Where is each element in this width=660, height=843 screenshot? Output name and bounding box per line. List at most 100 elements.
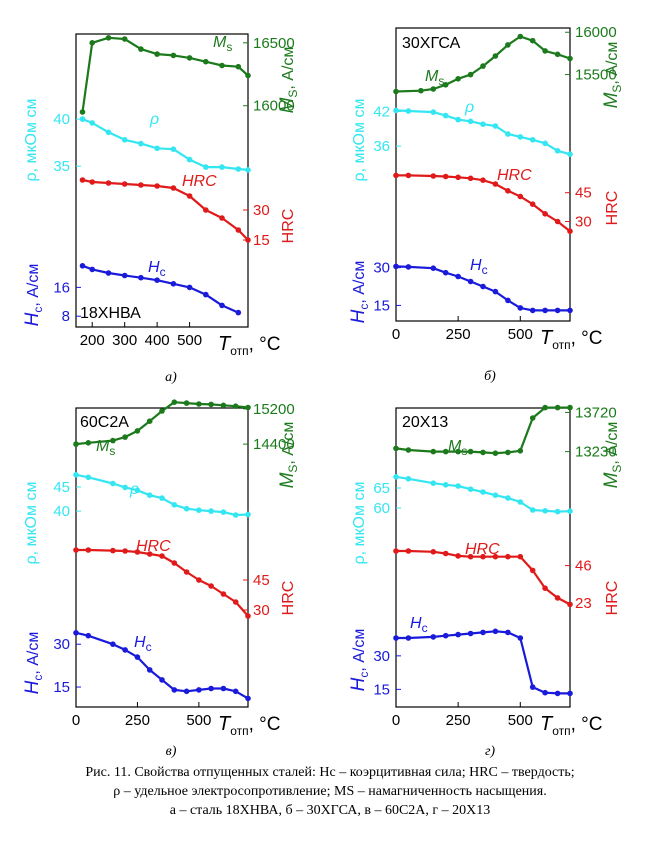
panel-3-xlabel: Tотп, °C [540, 713, 603, 738]
panel-0-hrc-point [105, 180, 112, 186]
panel-0-rho-point [89, 120, 95, 126]
panel-2-rho-point [171, 502, 178, 508]
panel-1-hrc-series-name: HRC [497, 167, 532, 184]
panel-3-ms-point [517, 448, 524, 454]
panel-2-hrc-point [220, 591, 227, 597]
panel-3-rho-point [480, 489, 486, 495]
panel-3-rho-axis-title: ρ, мкОм см [351, 482, 368, 565]
panel-3-hc-point [430, 634, 437, 640]
panel-1-hrc-point [405, 172, 412, 179]
panel-3-rho-point [442, 482, 449, 488]
panel-1-hrc-point [492, 181, 499, 187]
panel-1-xtick-label: 250 [446, 326, 471, 343]
panel-3-rho-point [430, 480, 437, 487]
panel-0-hc-point [89, 266, 95, 273]
panel-2-hc-series-name: Hc [134, 634, 152, 654]
panel-3-ms-point [492, 450, 499, 457]
panel-3-hrc-point [480, 553, 486, 560]
figure-caption-line-3: а – сталь 18ХНВА, б – 30ХГСА, в – 60С2А,… [169, 803, 491, 818]
panel-0-rho-point [186, 156, 193, 163]
panel-1-hc-point [517, 305, 524, 311]
panel-0-rho-axis-title: ρ, мкОм см [23, 99, 40, 182]
panel-0-ms-point [219, 62, 225, 69]
panel-1-hc-point [430, 265, 437, 272]
panel-2-hrc-series-name: HRC [136, 538, 171, 555]
panel-0-rho-point [235, 166, 242, 172]
panel-2-rho-ytick-label: 40 [53, 503, 70, 520]
panel-0-ms-point [138, 46, 144, 52]
panel-2-hc-point [146, 667, 153, 673]
panel-2-rho-axis-title: ρ, мкОм см [23, 482, 40, 565]
panel-0-subplot-label: а) [165, 370, 177, 385]
panel-0-ms-point [89, 40, 95, 46]
panel-0-hrc-series-line [82, 178, 249, 241]
panel-0-ms-point [79, 109, 86, 115]
panel-0-hrc-point [235, 227, 242, 233]
panel-0-ms-point [203, 58, 209, 65]
panel-0-ms-axis-label: MS, А/см [277, 47, 300, 114]
panel-0-hrc-series-name: HRC [182, 173, 217, 190]
panel-1-ms-point [542, 48, 548, 54]
panel-3-ms-point [430, 448, 437, 455]
panel-2-rho-point [196, 507, 202, 513]
panel-1-ms-point [455, 76, 461, 82]
panel-1-rho-point [505, 131, 511, 137]
panel-0-steel-label: 18ХНВА [80, 305, 141, 322]
panel-0-hc-point [79, 263, 86, 269]
panel-0-rho-point [154, 145, 160, 152]
panel-0-hc-axis-title: Hc, А/см [22, 264, 45, 327]
panel-2-hrc-point [171, 560, 178, 566]
panel-1-ms-point [467, 71, 474, 78]
panel-2-ms-series-name: Ms [96, 438, 115, 458]
panel-1-rho-axis-title: ρ, мкОм см [351, 99, 368, 182]
panel-3-xtick-label: 500 [508, 712, 533, 729]
panel-1-hrc-point [393, 172, 399, 179]
panel-1-rho-point [480, 121, 486, 127]
panel-1-rho-point [567, 151, 573, 157]
panel-0-hrc-point [79, 177, 86, 183]
panel-2-rho-point [220, 509, 227, 515]
panel-0-hc-ytick-label: 16 [53, 279, 70, 296]
panel-1-rho-point [430, 109, 437, 115]
panel-2-hc-axis-title: Hc, А/см [22, 632, 45, 695]
panel-2-xtick-label: 0 [72, 712, 80, 729]
panel-1-xtick-label: 0 [392, 326, 400, 343]
panel-1-hc-point [505, 297, 511, 304]
panel-0-hrc-point [203, 207, 209, 213]
panel-2-hrc-point [245, 613, 251, 619]
panel-2-hc-point [110, 641, 116, 647]
panel-1-xtick-label: 500 [508, 326, 533, 343]
panel-3-ms-point [442, 448, 449, 455]
panel-0-hc-point [170, 281, 177, 287]
panel-2-ms-axis-label: MS, А/см [277, 422, 300, 489]
panel-0-frame [75, 33, 249, 328]
panel-3-rho-axis-label: ρ, мкОм см [351, 482, 368, 565]
panel-2-ms-point [134, 428, 141, 434]
panel-3-hrc-point [467, 553, 474, 560]
panel-2-rho-point [159, 495, 165, 501]
panel-0-hc-axis-label: Hc, А/см [22, 264, 45, 327]
panel-3-ms-ytick-label: 13720 [575, 404, 617, 421]
panel-3-rho-ytick-label: 65 [373, 480, 390, 497]
panel-0-rho-ytick-label: 40 [53, 111, 70, 128]
panel-3-rho-point [529, 507, 536, 513]
panel-1-hrc-ytick-label: 30 [575, 214, 592, 231]
panel-1-rho-axis-label: ρ, мкОм см [351, 99, 368, 182]
panel-1-rho-series-name: ρ [464, 99, 474, 116]
panel-1-hrc-point [430, 173, 437, 179]
panel-0-hrc-point [186, 193, 193, 199]
panel-1-hrc-axis-label: HRC [604, 191, 621, 226]
panel-0-hrc-axis-title: HRC [280, 209, 297, 244]
panel-0-rho-point [203, 164, 209, 170]
panel-2-ms-point [245, 404, 251, 411]
panel-1-hrc-point [505, 188, 511, 194]
panel-3-hrc-point [517, 553, 524, 560]
panel-1-rho-point [542, 140, 548, 147]
panel-0-ms-point [245, 72, 251, 79]
panel-3-ms-point [567, 404, 573, 411]
panel-1-hc-point [529, 307, 536, 314]
panel-3-ms-point [467, 448, 474, 455]
panel-3-hrc-point [430, 549, 437, 555]
panel-1-ms-ytick-label: 16000 [575, 24, 617, 41]
